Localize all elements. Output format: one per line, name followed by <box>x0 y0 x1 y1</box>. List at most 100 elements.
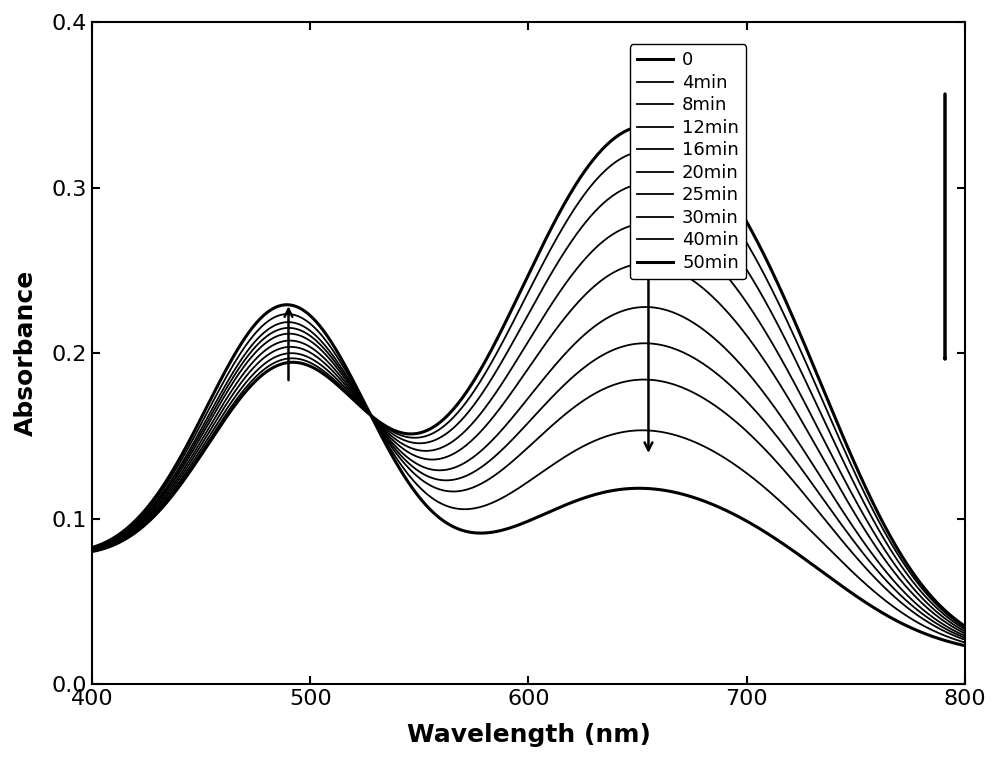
Line: 20min: 20min <box>92 307 965 636</box>
40min <box>602 431 614 441</box>
4min <box>310 361 322 371</box>
30min <box>602 383 614 392</box>
Line: 30min: 30min <box>92 322 965 640</box>
0 <box>86 547 98 556</box>
16min <box>600 272 612 282</box>
25min <box>283 323 295 333</box>
0 <box>310 365 322 374</box>
8min <box>600 196 612 205</box>
16min <box>640 259 652 268</box>
25min <box>602 348 614 357</box>
12min <box>241 371 253 380</box>
Line: 12min: 12min <box>92 224 965 632</box>
20min <box>600 314 612 323</box>
12min <box>745 304 757 313</box>
0 <box>481 354 493 363</box>
40min <box>482 500 494 509</box>
8min <box>241 377 253 387</box>
12min <box>959 627 971 636</box>
0 <box>600 141 612 150</box>
50min <box>482 528 494 537</box>
20min <box>86 545 98 554</box>
50min <box>602 487 614 496</box>
30min <box>670 380 682 390</box>
12min <box>600 234 612 244</box>
20min <box>670 309 682 318</box>
Line: 16min: 16min <box>92 263 965 633</box>
20min <box>640 302 652 311</box>
0 <box>959 622 971 631</box>
Line: 8min: 8min <box>92 183 965 629</box>
12min <box>670 227 682 236</box>
20min <box>310 341 322 350</box>
8min <box>310 357 322 366</box>
Line: 4min: 4min <box>92 151 965 628</box>
40min <box>281 310 293 319</box>
4min <box>86 546 98 556</box>
16min <box>745 336 757 345</box>
Line: 25min: 25min <box>92 328 965 638</box>
30min <box>959 635 971 645</box>
40min <box>670 431 682 440</box>
50min <box>312 319 324 328</box>
25min <box>959 633 971 642</box>
4min <box>641 146 653 155</box>
4min <box>670 155 682 164</box>
25min <box>241 353 253 362</box>
50min <box>281 300 293 309</box>
25min <box>670 345 682 354</box>
30min <box>86 544 98 553</box>
4min <box>600 165 612 174</box>
8min <box>86 546 98 556</box>
4min <box>241 382 253 391</box>
16min <box>86 546 98 555</box>
12min <box>86 546 98 555</box>
4min <box>745 245 757 254</box>
20min <box>241 358 253 368</box>
12min <box>481 401 493 410</box>
40min <box>86 543 98 552</box>
8min <box>481 381 493 390</box>
50min <box>745 519 757 528</box>
30min <box>283 317 295 326</box>
8min <box>641 179 653 188</box>
Line: 50min: 50min <box>92 304 965 645</box>
40min <box>959 638 971 647</box>
25min <box>745 401 757 410</box>
Line: 40min: 40min <box>92 314 965 642</box>
25min <box>86 545 98 554</box>
30min <box>482 475 494 484</box>
30min <box>312 333 324 342</box>
50min <box>86 543 98 552</box>
16min <box>241 365 253 374</box>
50min <box>670 488 682 497</box>
Line: 0: 0 <box>92 126 965 626</box>
16min <box>670 266 682 275</box>
8min <box>959 625 971 634</box>
20min <box>745 371 757 380</box>
8min <box>670 187 682 196</box>
0 <box>241 386 253 395</box>
40min <box>745 472 757 481</box>
8min <box>745 272 757 281</box>
4min <box>481 366 493 375</box>
X-axis label: Wavelength (nm): Wavelength (nm) <box>407 723 650 747</box>
40min <box>241 340 253 349</box>
16min <box>481 420 493 429</box>
30min <box>745 431 757 440</box>
16min <box>959 629 971 638</box>
30min <box>241 348 253 357</box>
20min <box>481 441 493 450</box>
25min <box>312 338 324 347</box>
Y-axis label: Absorbance: Absorbance <box>14 270 38 436</box>
20min <box>959 632 971 641</box>
50min <box>241 331 253 340</box>
25min <box>482 457 494 466</box>
16min <box>310 347 322 356</box>
0 <box>745 224 757 234</box>
Legend: 0, 4min, 8min, 12min, 16min, 20min, 25min, 30min, 40min, 50min: 0, 4min, 8min, 12min, 16min, 20min, 25mi… <box>630 44 746 279</box>
40min <box>312 326 324 336</box>
12min <box>310 352 322 361</box>
0 <box>641 121 653 130</box>
4min <box>959 623 971 632</box>
